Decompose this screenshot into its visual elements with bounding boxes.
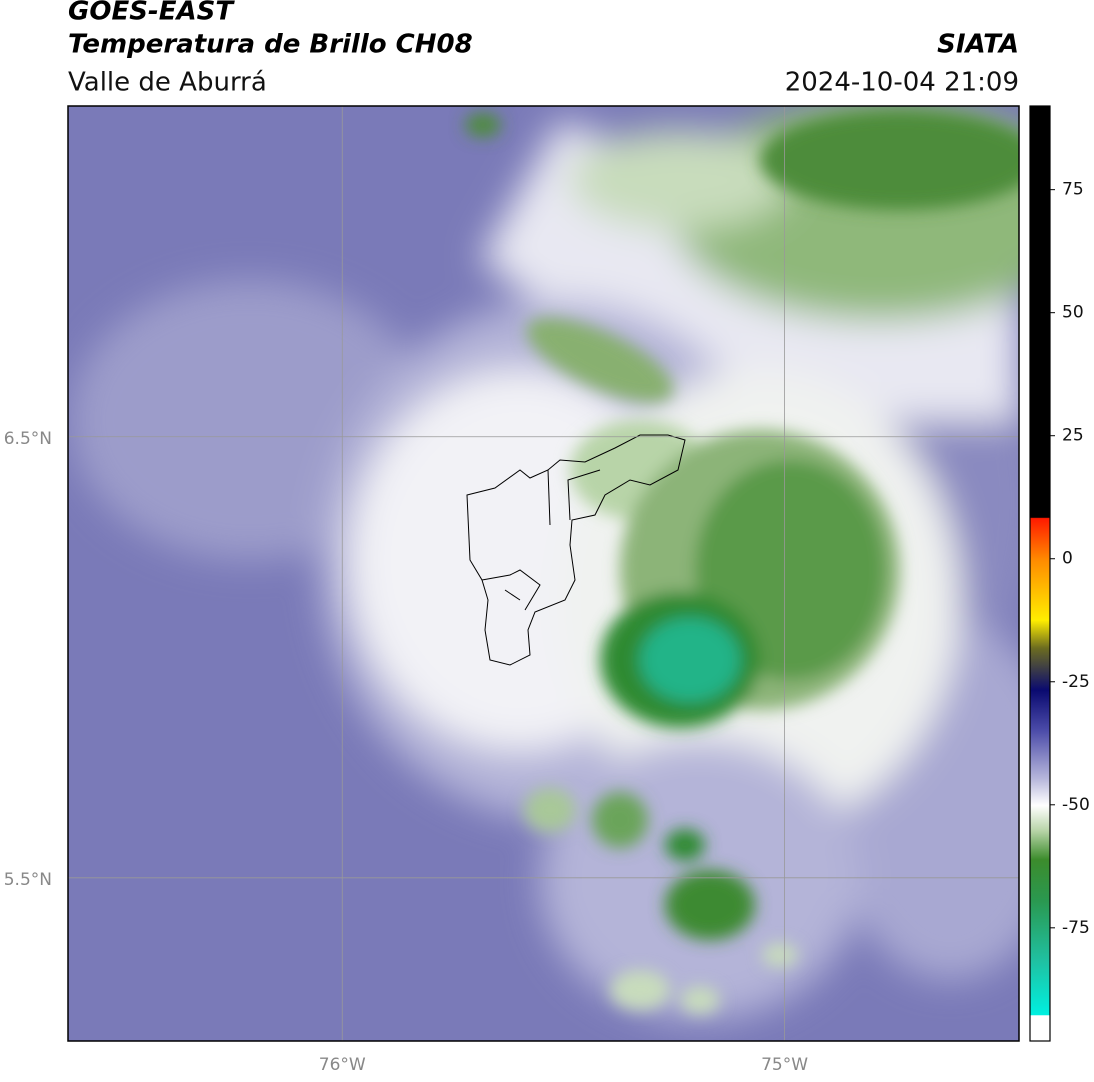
region: Valle de Aburrá bbox=[68, 68, 267, 98]
lat-label: 6.5°N bbox=[4, 429, 52, 449]
lon-label: 76°W bbox=[319, 1055, 366, 1075]
datetime: 2024-10-04 21:09 bbox=[785, 68, 1019, 98]
colorbar-tick-label: -75 bbox=[1062, 918, 1090, 938]
lat-label: 5.5°N bbox=[4, 870, 52, 890]
subtitle: Temperatura de Brillo CH08 bbox=[68, 30, 473, 60]
map-frame bbox=[67, 105, 1020, 1042]
lon-label: 75°W bbox=[761, 1055, 808, 1075]
colorbar-tick-label: 75 bbox=[1062, 180, 1084, 200]
colorbar-tick-label: 0 bbox=[1062, 549, 1073, 569]
colorbar-tick-label: 25 bbox=[1062, 426, 1084, 446]
colorbar-tick-label: -50 bbox=[1062, 795, 1090, 815]
title: GOES-EAST bbox=[68, 0, 235, 27]
colorbar bbox=[1029, 105, 1051, 1042]
colorbar-tick-label: 50 bbox=[1062, 303, 1084, 323]
satellite-image bbox=[68, 106, 1019, 1041]
source: SIATA bbox=[937, 30, 1019, 60]
colorbar-tick-label: -25 bbox=[1062, 672, 1090, 692]
municipal-boundaries bbox=[466, 434, 686, 666]
